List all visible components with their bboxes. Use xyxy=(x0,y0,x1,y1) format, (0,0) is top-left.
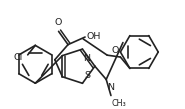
Text: S: S xyxy=(84,72,90,80)
Text: O: O xyxy=(111,46,119,55)
Text: N: N xyxy=(107,83,114,92)
Text: O: O xyxy=(55,18,62,27)
Text: Cl: Cl xyxy=(14,53,23,62)
Text: N: N xyxy=(83,54,90,63)
Text: OH: OH xyxy=(87,32,101,41)
Text: CH₃: CH₃ xyxy=(112,99,127,108)
